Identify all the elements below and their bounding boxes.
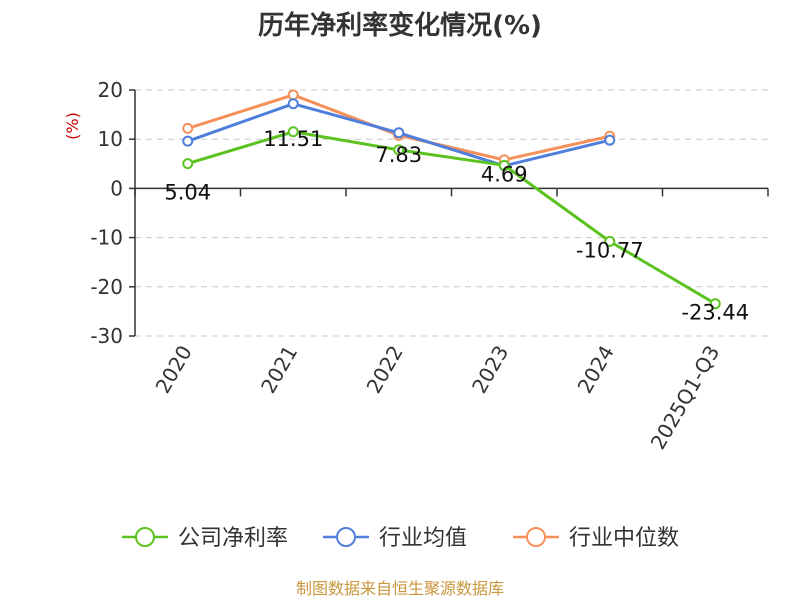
data-point [604, 235, 616, 247]
legend-item[interactable]: 行业均值 [323, 526, 467, 551]
legend-item[interactable]: 公司净利率 [122, 526, 288, 551]
x-tick-label: 2025Q1-Q3 [646, 341, 725, 453]
data-point [498, 159, 510, 171]
data-source-note: 制图数据来自恒生聚源数据库 [296, 579, 504, 598]
data-point [287, 126, 299, 138]
y-tick-label: 10 [98, 127, 123, 151]
legend-circle-marker [135, 527, 155, 547]
data-point [182, 158, 194, 170]
series-1 [182, 98, 616, 172]
x-tick-label: 2023 [467, 341, 513, 397]
data-point [287, 89, 299, 101]
legend-circle-marker [336, 527, 356, 547]
y-axis-unit-label: (%) [63, 112, 82, 140]
legend-label: 公司净利率 [178, 526, 288, 551]
x-tick-label: 2021 [256, 341, 302, 397]
x-tick-label: 2020 [151, 341, 197, 397]
legend: 公司净利率 行业均值 行业中位数 [122, 526, 679, 551]
x-tick-label: 2022 [362, 341, 408, 397]
data-labels: 5.04 11.51 7.83 4.69 -10.77 -23.44 [164, 127, 749, 325]
data-label: -23.44 [681, 301, 749, 325]
data-point [182, 135, 194, 147]
y-tick-label: -30 [90, 324, 123, 348]
data-point [393, 127, 405, 139]
data-point [604, 134, 616, 146]
y-tick-label: 0 [110, 176, 123, 200]
data-label: 7.83 [375, 143, 422, 167]
data-label: -10.77 [576, 238, 644, 262]
series-lines [182, 89, 721, 310]
y-tick-label: -20 [90, 275, 123, 299]
data-point [709, 298, 721, 310]
chart-title: 历年净利率变化情况(%) [258, 10, 542, 41]
data-point [393, 144, 405, 156]
data-point [182, 122, 194, 134]
data-label: 11.51 [263, 127, 323, 151]
data-label: 4.69 [481, 162, 528, 186]
legend-item[interactable]: 行业中位数 [513, 526, 679, 551]
axes: 20 10 0 -10 -20 -30 2020 2021 2022 2023 2024 2025Q1… [90, 78, 769, 454]
y-tick-label: -10 [90, 226, 123, 250]
legend-label: 行业中位数 [569, 526, 679, 551]
series-0 [182, 126, 721, 310]
data-label: 5.04 [164, 181, 211, 205]
legend-label: 行业均值 [379, 526, 467, 551]
series-line [187, 130, 717, 306]
legend-circle-marker [526, 527, 546, 547]
y-tick-label: 20 [98, 78, 123, 102]
x-tick-label: 2024 [573, 341, 619, 397]
data-point [287, 98, 299, 110]
